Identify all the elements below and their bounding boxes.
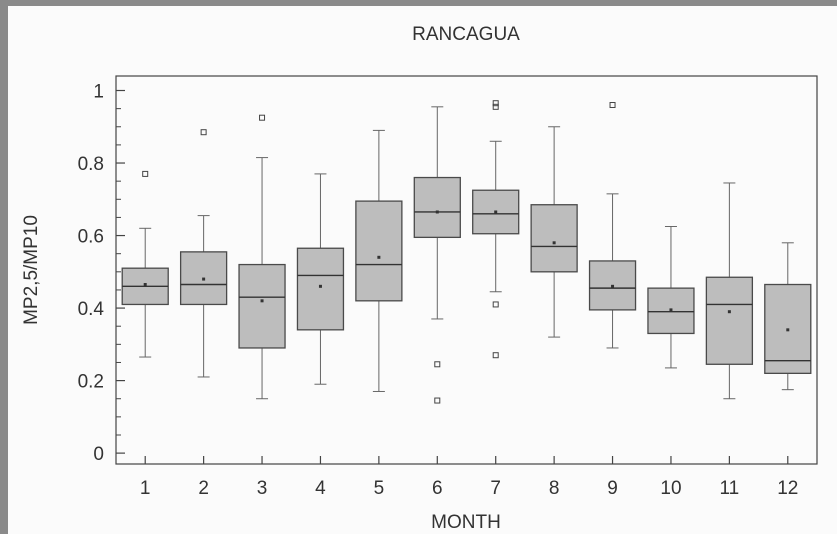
outlier-point: [492, 100, 499, 107]
plot-area: [115, 75, 818, 465]
box-iqr: [355, 200, 403, 302]
box-month-8: [530, 126, 578, 338]
x-tick-label: 12: [777, 478, 798, 499]
mean-marker: [611, 284, 615, 288]
box-iqr: [530, 204, 578, 273]
mean-marker: [260, 299, 264, 303]
box-month-9: [588, 102, 637, 349]
box-month-2: [179, 129, 228, 378]
outlier-point: [434, 397, 441, 404]
x-tick-label: 3: [257, 478, 268, 499]
x-tick-label: 4: [315, 478, 326, 499]
x-tick-label: 5: [374, 478, 385, 499]
box-month-5: [355, 129, 403, 392]
box-month-1: [121, 170, 169, 358]
y-tick-label: 1: [93, 82, 104, 103]
mean-marker: [552, 241, 556, 245]
y-tick-label: 0.4: [78, 299, 105, 320]
y-tick-label: 0: [93, 444, 104, 465]
box-iqr: [413, 176, 461, 239]
y-tick-label: 0.2: [78, 372, 104, 393]
mean-marker: [143, 283, 147, 287]
box-month-10: [647, 225, 695, 369]
box-month-3: [238, 114, 286, 400]
mean-marker: [727, 310, 731, 314]
x-tick-label: 8: [549, 478, 560, 499]
box-month-11: [705, 182, 754, 400]
outlier-point: [492, 352, 499, 359]
x-tick-label: 7: [490, 478, 501, 499]
x-tick-label: 9: [607, 478, 618, 499]
mean-marker: [318, 284, 322, 288]
outlier-point: [142, 170, 149, 177]
box-month-7: [472, 100, 520, 359]
outlier-point: [200, 129, 207, 136]
outlier-point: [609, 102, 616, 109]
mean-marker: [435, 210, 439, 214]
y-axis: 0 0.2 0.4 0.6 0.8 1: [78, 82, 125, 465]
box-month-4: [296, 173, 345, 385]
box-iqr: [296, 247, 345, 331]
x-axis-title: MONTH: [431, 512, 501, 533]
boxes-layer: [121, 100, 812, 404]
mean-marker: [494, 210, 498, 214]
box-iqr: [238, 263, 286, 349]
x-tick-label: 1: [140, 478, 151, 499]
x-tick-label: 10: [660, 478, 681, 499]
x-axis: 1 2 3 4 5 6 7 8 9 10 11 12: [140, 456, 798, 499]
box-month-12: [764, 242, 812, 391]
outlier-point: [259, 114, 266, 121]
box-iqr: [705, 276, 754, 365]
outlier-point: [434, 361, 441, 368]
chart-title: RANCAGUA: [412, 24, 520, 45]
x-tick-label: 2: [198, 478, 209, 499]
mean-marker: [669, 308, 673, 312]
mean-marker: [377, 255, 381, 259]
mean-marker: [202, 277, 206, 281]
x-tick-label: 11: [720, 478, 740, 499]
mean-marker: [786, 328, 790, 332]
y-axis-title: MP2,5/MP10: [21, 215, 42, 325]
x-tick-label: 6: [432, 478, 443, 499]
outlier-point: [492, 301, 499, 308]
box-month-6: [413, 106, 461, 404]
y-tick-label: 0.8: [78, 154, 104, 175]
y-tick-label: 0.6: [78, 227, 104, 248]
outlier-point: [492, 103, 499, 110]
